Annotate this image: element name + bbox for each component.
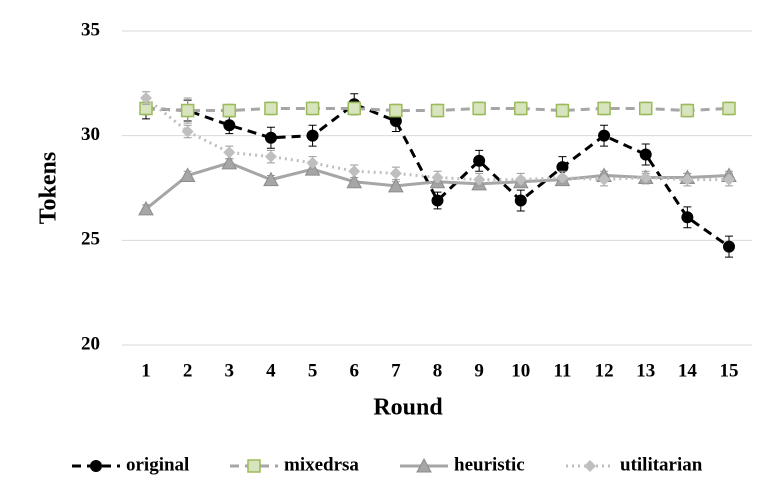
data-point: [723, 240, 735, 253]
x-tick-label: 5: [308, 360, 318, 381]
x-tick-label: 4: [266, 360, 276, 381]
y-tick-label: 30: [81, 124, 100, 145]
x-tick-label: 11: [553, 360, 571, 381]
data-point: [514, 173, 527, 186]
legend-marker: [416, 457, 432, 473]
data-point: [431, 194, 444, 207]
x-tick-label: 15: [720, 360, 739, 381]
data-point: [306, 156, 319, 169]
data-point: [138, 200, 154, 216]
data-point: [306, 129, 319, 142]
data-point: [222, 103, 237, 118]
data-point: [598, 129, 611, 142]
x-tick-label: 9: [474, 360, 484, 381]
data-point: [389, 115, 402, 128]
x-tick-label: 13: [636, 360, 655, 381]
data-point: [681, 211, 694, 224]
y-tick-label: 20: [81, 333, 100, 354]
legend-marker: [247, 459, 261, 473]
y-tick-label: 35: [81, 19, 100, 40]
x-tick-label: 1: [141, 360, 151, 381]
x-tick-label: 2: [183, 360, 193, 381]
data-point: [680, 103, 695, 118]
data-point: [473, 154, 486, 167]
data-point: [555, 103, 570, 118]
legend-label: original: [126, 454, 189, 475]
data-point: [221, 154, 238, 170]
x-tick-label: 3: [225, 360, 235, 381]
y-tick-label: 25: [81, 229, 100, 250]
data-point: [348, 165, 361, 178]
data-point: [431, 171, 444, 184]
legend-marker: [584, 460, 596, 472]
legend-marker: [90, 460, 102, 472]
series-line: [145, 96, 729, 182]
data-point: [388, 177, 404, 193]
data-point: [347, 101, 361, 116]
data-point: [263, 171, 279, 187]
x-tick-label: 10: [511, 360, 530, 381]
x-axis-label: Round: [373, 395, 443, 421]
data-point: [638, 101, 653, 116]
data-point: [389, 167, 402, 180]
data-point: [681, 173, 694, 186]
x-tick-label: 7: [391, 360, 401, 381]
data-point: [473, 173, 486, 186]
data-point: [389, 103, 403, 118]
data-point: [264, 131, 277, 144]
data-point: [598, 173, 611, 186]
data-point: [639, 148, 652, 161]
legend-label: utilitarian: [620, 454, 703, 475]
data-point: [264, 101, 278, 116]
data-point: [639, 171, 652, 184]
data-point: [430, 103, 445, 118]
data-point: [181, 125, 194, 138]
data-point: [514, 194, 527, 207]
data-point: [556, 161, 569, 174]
data-point: [223, 146, 236, 159]
legend-label: heuristic: [454, 454, 525, 475]
data-point: [305, 101, 320, 116]
data-point: [722, 101, 736, 116]
legend-label: mixedrsa: [284, 454, 359, 475]
x-tick-label: 6: [349, 360, 359, 381]
x-tick-label: 14: [678, 360, 698, 381]
data-point: [346, 173, 363, 189]
y-axis-label: Tokens: [36, 152, 62, 225]
data-point: [556, 171, 569, 184]
x-tick-label: 12: [595, 360, 614, 381]
data-point: [140, 91, 152, 104]
data-point: [472, 101, 486, 116]
data-point: [179, 167, 196, 182]
x-tick-label: 8: [433, 360, 443, 381]
data-point: [180, 103, 195, 118]
data-point: [514, 101, 528, 116]
data-point: [264, 150, 277, 163]
data-point: [223, 119, 236, 132]
data-point: [597, 101, 611, 116]
data-point: [723, 173, 735, 186]
